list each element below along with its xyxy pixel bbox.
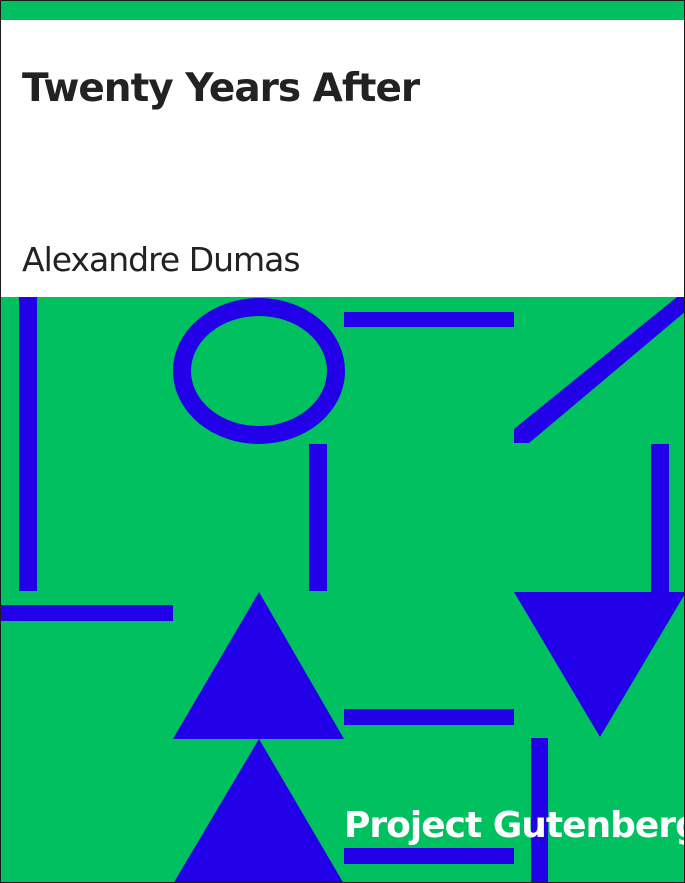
pattern-down-triangle: [514, 592, 684, 737]
title-panel: Twenty Years After Alexandre Dumas: [1, 20, 684, 297]
pattern-up-triangle-upper: [173, 592, 344, 739]
pattern-bar-bottom-vertical: [531, 738, 548, 882]
pattern-bar-right-vertical: [651, 444, 669, 592]
publisher-name: Project Gutenberg: [344, 805, 685, 846]
pattern-up-triangle-lower: [174, 739, 343, 882]
pattern-bar-top-horizontal: [344, 312, 514, 327]
pattern-diagonal-bar: [514, 297, 684, 443]
pattern-bar-bottom-horizontal: [344, 848, 514, 864]
pattern-ring: [173, 298, 345, 444]
pattern-bar-left-vertical: [19, 297, 37, 591]
book-title: Twenty Years After: [22, 66, 420, 111]
pattern-bar-center-vertical: [309, 444, 327, 591]
book-author: Alexandre Dumas: [22, 240, 301, 279]
pattern-bar-left-horizontal: [1, 605, 173, 621]
cover-pattern: [1, 297, 684, 882]
pattern-bar-middle-horizontal: [344, 709, 514, 725]
